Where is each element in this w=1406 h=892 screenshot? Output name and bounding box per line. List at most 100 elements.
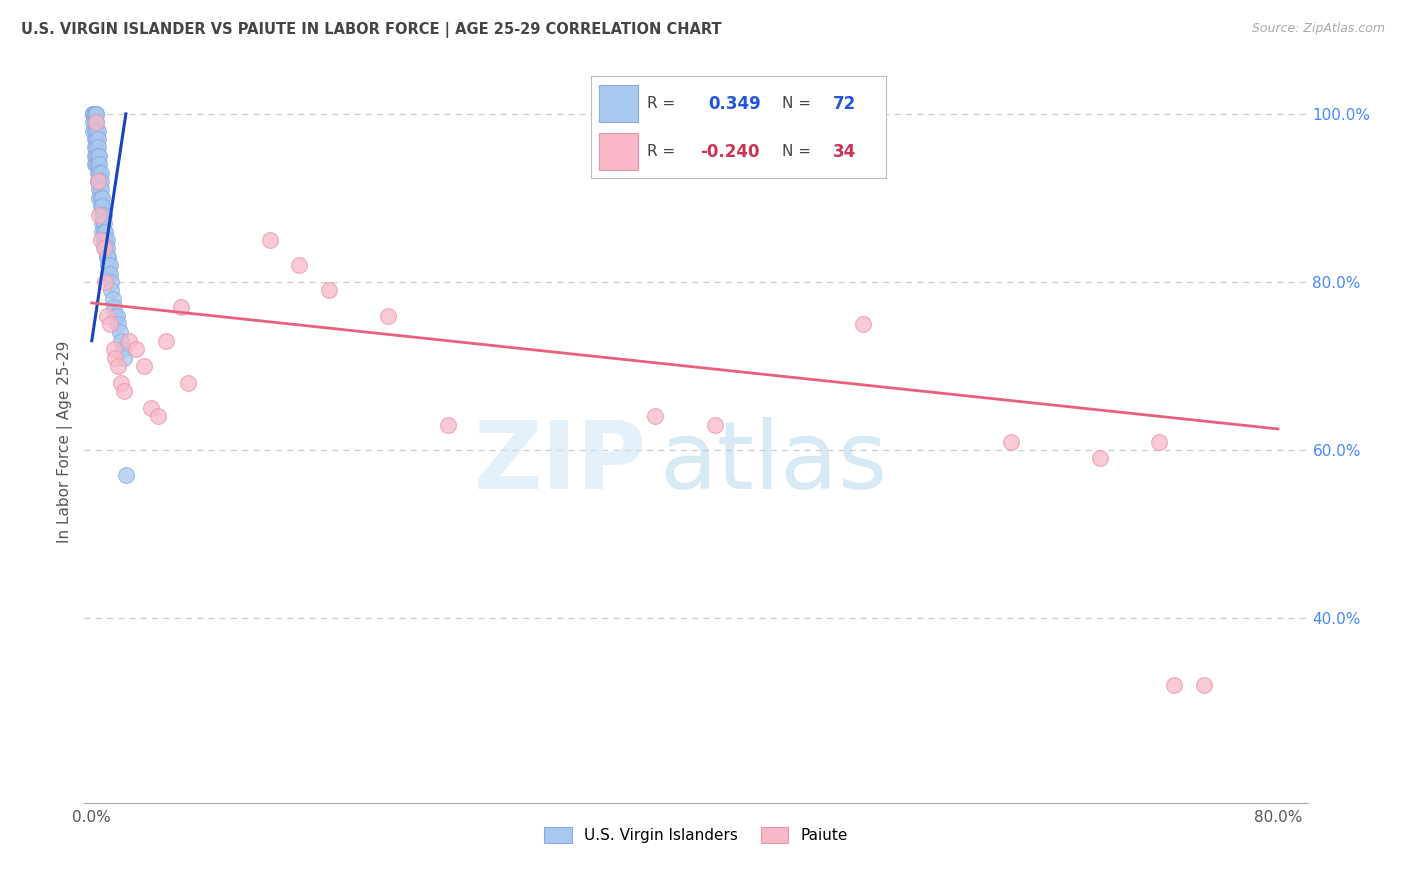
Legend: U.S. Virgin Islanders, Paiute: U.S. Virgin Islanders, Paiute — [538, 822, 853, 849]
Point — [83, 107, 105, 121]
Point — [89, 191, 111, 205]
Point — [93, 241, 115, 255]
Point — [83, 124, 105, 138]
Text: 34: 34 — [832, 143, 856, 161]
Point — [115, 468, 138, 483]
Point — [96, 233, 118, 247]
Text: U.S. VIRGIN ISLANDER VS PAIUTE IN LABOR FORCE | AGE 25-29 CORRELATION CHART: U.S. VIRGIN ISLANDER VS PAIUTE IN LABOR … — [21, 22, 721, 38]
Point — [155, 334, 177, 348]
Point — [104, 351, 127, 365]
Point — [84, 107, 107, 121]
Point — [90, 233, 112, 247]
Point — [90, 182, 112, 196]
Point — [107, 317, 129, 331]
Point — [82, 107, 104, 121]
Point — [104, 309, 127, 323]
Point — [86, 174, 108, 188]
Point — [86, 157, 108, 171]
Point — [84, 124, 107, 138]
Point — [436, 417, 458, 432]
Point — [89, 208, 111, 222]
Point — [112, 384, 135, 398]
Point — [82, 124, 104, 138]
Point — [94, 275, 117, 289]
Point — [89, 166, 111, 180]
Point — [97, 250, 120, 264]
FancyBboxPatch shape — [599, 133, 638, 170]
Point — [84, 115, 107, 129]
Point — [91, 208, 114, 222]
Point — [112, 351, 135, 365]
Point — [82, 107, 104, 121]
Point — [91, 199, 114, 213]
Text: N =: N = — [782, 145, 811, 160]
FancyBboxPatch shape — [599, 85, 638, 122]
Point — [852, 317, 875, 331]
Point — [103, 300, 125, 314]
Point — [89, 157, 111, 171]
Point — [132, 359, 155, 373]
Point — [148, 409, 170, 424]
Point — [83, 140, 105, 154]
Point — [83, 149, 105, 163]
Point — [1192, 678, 1215, 692]
Point — [1163, 678, 1185, 692]
Point — [90, 199, 112, 213]
Point — [91, 216, 114, 230]
Point — [125, 342, 148, 356]
Point — [94, 233, 117, 247]
Point — [84, 115, 107, 129]
Point — [91, 225, 114, 239]
Point — [98, 267, 121, 281]
Point — [100, 275, 122, 289]
Point — [105, 309, 128, 323]
Point — [90, 174, 112, 188]
Point — [93, 233, 115, 247]
Point — [107, 359, 129, 373]
Point — [177, 376, 200, 390]
Point — [83, 157, 105, 171]
Point — [84, 140, 107, 154]
Point — [103, 342, 125, 356]
Point — [118, 334, 141, 348]
Point — [96, 309, 118, 323]
Point — [644, 409, 666, 424]
Point — [90, 166, 112, 180]
Text: ZIP: ZIP — [474, 417, 647, 509]
Point — [703, 417, 725, 432]
Point — [86, 140, 108, 154]
Point — [96, 250, 118, 264]
Text: N =: N = — [782, 96, 811, 111]
Point — [139, 401, 162, 415]
Point — [1000, 434, 1022, 449]
Point — [84, 149, 107, 163]
Text: atlas: atlas — [659, 417, 887, 509]
Point — [90, 191, 112, 205]
Point — [1149, 434, 1171, 449]
Point — [86, 174, 108, 188]
Point — [83, 132, 105, 146]
Text: 0.349: 0.349 — [709, 95, 762, 112]
Point — [93, 225, 115, 239]
Point — [111, 342, 134, 356]
Point — [100, 283, 122, 297]
Point — [98, 317, 121, 331]
Point — [89, 182, 111, 196]
Point — [259, 233, 281, 247]
Point — [89, 174, 111, 188]
Point — [83, 107, 105, 121]
Point — [83, 115, 105, 129]
Point — [288, 258, 311, 272]
Point — [86, 149, 108, 163]
Point — [97, 267, 120, 281]
Text: R =: R = — [647, 96, 675, 111]
Point — [91, 191, 114, 205]
Point — [110, 376, 132, 390]
Text: -0.240: -0.240 — [700, 143, 759, 161]
Point — [377, 309, 399, 323]
Point — [86, 132, 108, 146]
Point — [86, 166, 108, 180]
Point — [170, 300, 193, 314]
Text: Source: ZipAtlas.com: Source: ZipAtlas.com — [1251, 22, 1385, 36]
Text: R =: R = — [647, 145, 675, 160]
